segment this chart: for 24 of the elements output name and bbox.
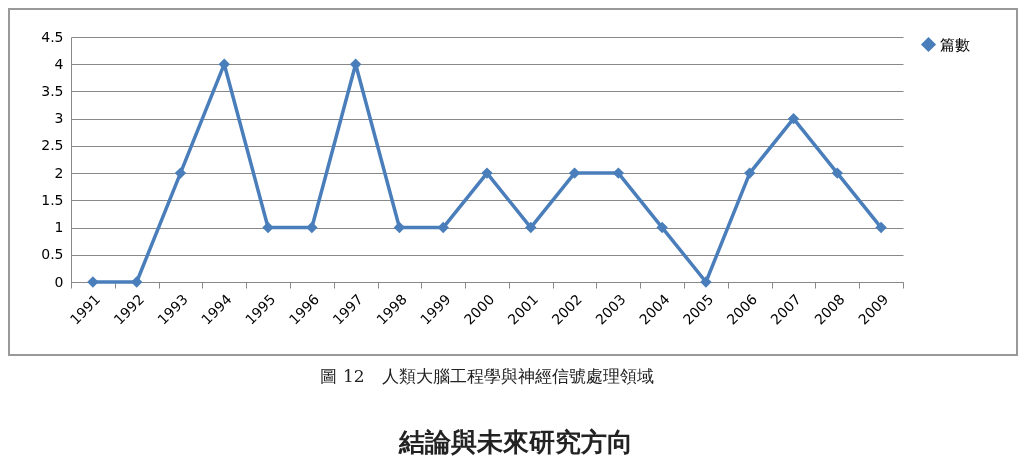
y-tick-label: 0: [54, 273, 64, 290]
point: [306, 221, 318, 234]
point: [174, 167, 187, 179]
y-tick-label: 4: [54, 55, 64, 72]
point: [875, 221, 887, 234]
y-tick-label: 0.5: [41, 246, 64, 263]
legend-label: 篇數: [940, 35, 970, 54]
y-tick-label: 2.5: [41, 137, 64, 154]
point: [481, 167, 493, 179]
y-tick-label: 3.5: [41, 82, 64, 99]
point: [831, 167, 844, 179]
point: [656, 221, 668, 234]
y-tick-label: 1: [54, 219, 64, 236]
y-tick-label: 1.5: [41, 191, 64, 208]
point: [744, 167, 756, 179]
y-tick-label: 3: [54, 110, 64, 127]
point: [787, 112, 800, 125]
point: [700, 276, 712, 288]
point: [525, 221, 537, 234]
point: [87, 276, 99, 288]
y-tick-label: 4.5: [41, 28, 64, 45]
text: 結論與未來研究方向: [397, 426, 634, 459]
text: 圖 12 人類大腦工程學與神經信號處理領域: [320, 366, 654, 387]
y-tick-label: 2: [54, 164, 64, 181]
